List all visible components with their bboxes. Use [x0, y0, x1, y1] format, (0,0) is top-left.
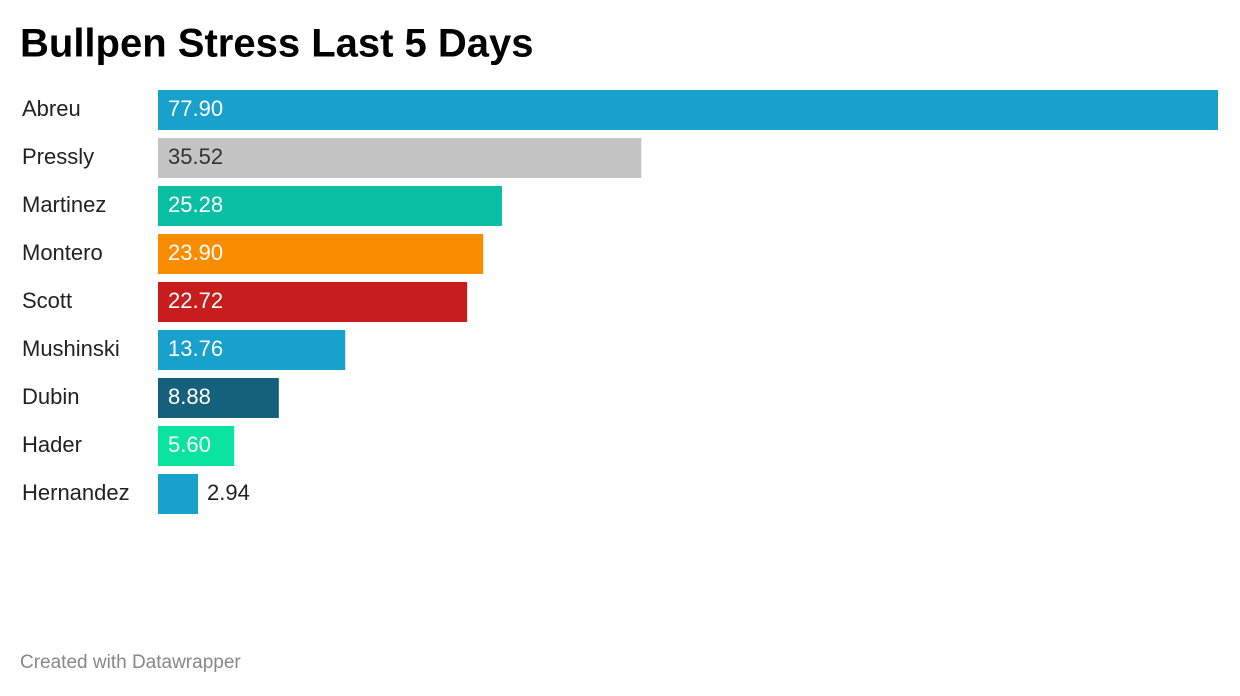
bar [158, 186, 502, 226]
category-label: Pressly [22, 144, 94, 169]
value-label: 13.76 [168, 336, 223, 361]
value-label: 35.52 [168, 144, 223, 169]
category-label: Scott [22, 288, 72, 313]
bar [158, 330, 346, 370]
bar [158, 234, 484, 274]
category-label: Hader [22, 432, 82, 457]
value-label: 23.90 [168, 240, 223, 265]
bar [158, 282, 468, 322]
bar [158, 378, 279, 418]
category-label: Montero [22, 240, 103, 265]
value-label: 77.90 [168, 96, 223, 121]
bar [158, 474, 199, 514]
chart-title: Bullpen Stress Last 5 Days [20, 22, 534, 66]
value-label: 5.60 [168, 432, 211, 457]
category-label: Dubin [22, 384, 79, 409]
value-label: 2.94 [207, 480, 250, 505]
value-label: 8.88 [168, 384, 211, 409]
category-label: Hernandez [22, 480, 130, 505]
bar [158, 138, 642, 178]
value-label: 25.28 [168, 192, 223, 217]
footer: Created with Datawrapper [20, 652, 241, 673]
value-label: 22.72 [168, 288, 223, 313]
bar [158, 426, 235, 466]
bar [158, 90, 1218, 130]
category-label: Martinez [22, 192, 106, 217]
category-label: Mushinski [22, 336, 120, 361]
category-label: Abreu [22, 96, 81, 121]
